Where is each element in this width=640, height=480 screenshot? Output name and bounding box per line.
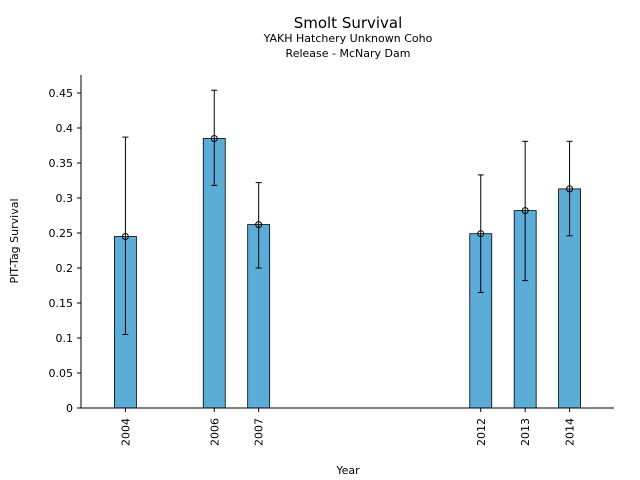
y-tick-label: 0.05 bbox=[49, 367, 74, 380]
x-tick-label-2007: 2007 bbox=[253, 418, 266, 446]
y-tick-label: 0.3 bbox=[56, 192, 74, 205]
x-tick-label-2006: 2006 bbox=[208, 418, 221, 446]
y-tick-label: 0.25 bbox=[49, 227, 74, 240]
point-2006 bbox=[210, 135, 218, 142]
point-2012 bbox=[477, 230, 485, 238]
point-2004 bbox=[121, 233, 129, 240]
chart-subtitle-line-2: Release - McNary Dam bbox=[286, 47, 411, 60]
chart-subtitle-line-1: YAKH Hatchery Unknown Coho bbox=[263, 32, 433, 45]
y-axis-label: PIT-Tag Survival bbox=[8, 198, 21, 283]
x-axis-label: Year bbox=[335, 464, 360, 477]
x-tick-label-2013: 2013 bbox=[519, 418, 532, 446]
y-tick-label: 0.35 bbox=[49, 157, 74, 170]
plot-area: 0 0.05 0.1 0.15 0.2 0.25 0.3 0.35 0.4 0.45 2004 200… bbox=[49, 87, 581, 446]
chart-title: Smolt Survival bbox=[294, 14, 403, 32]
y-tick-label: 0.45 bbox=[49, 87, 74, 100]
x-tick-label-2014: 2014 bbox=[564, 418, 577, 446]
point-2007 bbox=[255, 221, 263, 229]
point-2013 bbox=[521, 207, 529, 215]
x-tick-label-2004: 2004 bbox=[119, 418, 132, 446]
point-2014 bbox=[566, 185, 574, 193]
y-tick-label: 0.4 bbox=[56, 122, 74, 135]
x-tick-label-2012: 2012 bbox=[475, 418, 488, 446]
y-tick-label: 0 bbox=[66, 402, 73, 415]
y-tick-label: 0.2 bbox=[56, 262, 74, 275]
y-tick-label: 0.15 bbox=[49, 297, 74, 310]
y-tick-label: 0.1 bbox=[56, 332, 74, 345]
